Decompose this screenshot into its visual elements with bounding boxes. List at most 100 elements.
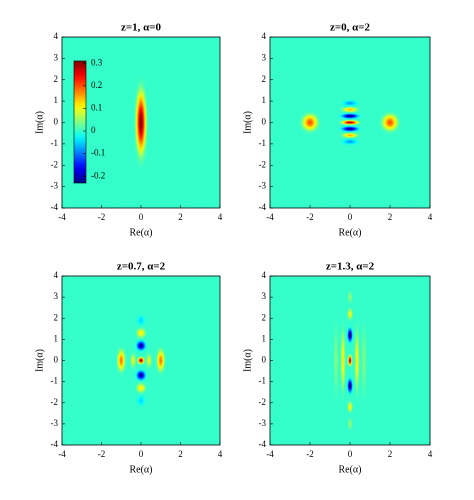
peak <box>333 307 339 414</box>
x-axis-label: Re(α) <box>129 464 152 475</box>
y-tick-label: -2 <box>259 397 267 407</box>
panel-title: z=0, α=2 <box>330 22 371 34</box>
peak <box>340 314 346 407</box>
y-tick-label: -3 <box>259 181 267 191</box>
x-tick-label: -4 <box>58 449 66 459</box>
peak <box>136 355 146 366</box>
x-tick-label: -4 <box>266 449 274 459</box>
y-tick-label: 1 <box>262 95 267 105</box>
plot-area <box>62 37 220 208</box>
y-tick-label: -2 <box>259 159 267 169</box>
colorbar-tick-label: 0.2 <box>91 80 102 90</box>
peak <box>354 314 360 407</box>
y-axis-label: Im(α) <box>242 111 253 134</box>
peak <box>134 325 148 341</box>
x-tick-label: 0 <box>139 212 144 222</box>
x-tick-label: 0 <box>348 212 353 222</box>
peak <box>339 137 361 147</box>
y-tick-label: 1 <box>54 333 59 343</box>
peak <box>134 338 148 354</box>
colorbar <box>73 60 87 184</box>
y-tick-label: -4 <box>259 202 267 212</box>
colorbar-tick-label: 0.1 <box>91 103 102 113</box>
y-axis-label: Im(α) <box>242 349 253 372</box>
y-tick-label: 3 <box>262 291 267 301</box>
plot-area <box>270 37 430 208</box>
x-tick-label: -2 <box>306 212 314 222</box>
panel-title: z=0.7, α=2 <box>117 261 166 273</box>
y-tick-label: -3 <box>51 181 59 191</box>
y-tick-label: 1 <box>262 333 267 343</box>
y-tick-label: 4 <box>54 31 59 41</box>
peak <box>347 288 353 306</box>
peak <box>338 105 362 114</box>
y-tick-label: 2 <box>54 312 59 322</box>
x-axis-label: Re(α) <box>338 227 361 238</box>
panel-title: z=1, α=0 <box>121 22 162 34</box>
peak <box>135 393 147 409</box>
y-tick-label: -3 <box>259 418 267 428</box>
peak <box>135 312 147 328</box>
peak <box>346 305 354 323</box>
x-tick-label: 4 <box>428 212 433 222</box>
y-tick-label: -2 <box>51 159 59 169</box>
peak <box>129 349 138 372</box>
peak <box>339 98 361 108</box>
y-tick-label: 1 <box>54 95 59 105</box>
y-tick-label: 4 <box>262 31 267 41</box>
y-tick-label: -3 <box>51 418 59 428</box>
peak <box>298 109 322 136</box>
peak <box>134 367 148 383</box>
y-tick-label: 3 <box>54 291 59 301</box>
peak <box>347 415 353 433</box>
y-tick-label: 3 <box>262 52 267 62</box>
panel-title: z=1.3, α=2 <box>326 261 375 273</box>
y-tick-label: 3 <box>54 52 59 62</box>
colorbar-tick-label: -0.1 <box>91 148 105 158</box>
x-tick-label: 4 <box>218 212 223 222</box>
peak <box>144 349 153 372</box>
peak <box>133 73 149 172</box>
y-tick-label: -1 <box>259 376 267 386</box>
peak <box>346 398 354 416</box>
peak <box>378 109 402 136</box>
peak <box>346 375 354 397</box>
y-tick-label: -4 <box>51 439 59 449</box>
peak <box>134 380 148 396</box>
y-tick-label: 2 <box>54 74 59 84</box>
y-tick-label: 0 <box>54 117 59 127</box>
colorbar-tick-label: 0.3 <box>91 57 103 67</box>
peak <box>154 343 167 378</box>
y-tick-label: 2 <box>262 74 267 84</box>
y-tick-label: -4 <box>259 439 267 449</box>
y-tick-label: 0 <box>54 355 59 365</box>
y-tick-label: -2 <box>51 397 59 407</box>
y-axis-label: Im(α) <box>34 349 45 372</box>
x-tick-label: 2 <box>388 449 393 459</box>
x-tick-label: 2 <box>388 212 393 222</box>
x-tick-label: -4 <box>266 212 274 222</box>
x-axis-label: Re(α) <box>129 227 152 238</box>
x-tick-label: 4 <box>428 449 433 459</box>
x-tick-label: 2 <box>178 449 183 459</box>
y-tick-label: -1 <box>259 138 267 148</box>
y-tick-label: 2 <box>262 312 267 322</box>
x-axis-label: Re(α) <box>338 464 361 475</box>
y-tick-label: -1 <box>51 138 59 148</box>
peak <box>337 112 363 120</box>
peak <box>337 125 363 133</box>
y-tick-label: -1 <box>51 376 59 386</box>
x-tick-label: 4 <box>218 449 223 459</box>
x-tick-label: 0 <box>139 449 144 459</box>
y-tick-label: 0 <box>262 117 267 127</box>
plot-area <box>270 276 430 445</box>
y-tick-label: 0 <box>262 355 267 365</box>
x-tick-label: -2 <box>98 212 106 222</box>
x-tick-label: 0 <box>348 449 353 459</box>
x-tick-label: 2 <box>178 212 183 222</box>
x-tick-label: -4 <box>58 212 66 222</box>
peak <box>338 131 362 140</box>
peak <box>337 119 363 126</box>
peak <box>115 343 128 378</box>
plot-area <box>62 276 220 445</box>
